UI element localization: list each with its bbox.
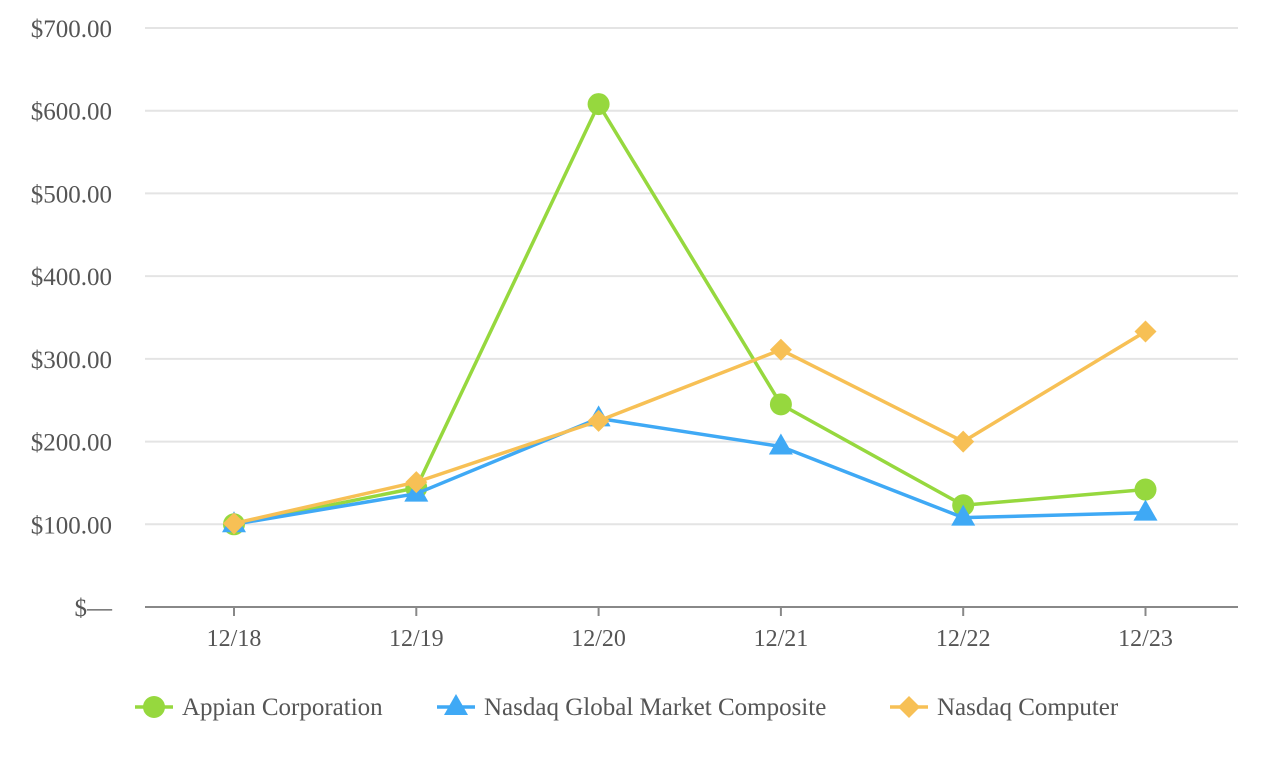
data-point bbox=[587, 93, 610, 116]
x-tick-label: 12/18 bbox=[207, 626, 262, 652]
series-appian-corporation bbox=[223, 93, 1157, 536]
y-tick-label: $600.00 bbox=[31, 99, 112, 126]
data-point bbox=[768, 433, 793, 455]
data-point bbox=[1133, 499, 1158, 521]
series-line bbox=[233, 416, 1146, 527]
data-point bbox=[769, 393, 792, 416]
legend-label: Nasdaq Global Market Composite bbox=[484, 694, 826, 721]
data-point bbox=[405, 471, 428, 494]
data-point bbox=[223, 512, 245, 535]
series-nasdaq-computer bbox=[223, 320, 1157, 535]
x-tick-label: 12/22 bbox=[936, 626, 991, 652]
data-point bbox=[1134, 478, 1157, 501]
series-nasdaq-global-market-composite bbox=[222, 405, 1158, 533]
x-tick-label: 12/21 bbox=[754, 626, 809, 652]
legend-marker bbox=[898, 696, 920, 718]
data-point bbox=[952, 430, 975, 453]
legend-marker bbox=[444, 693, 468, 715]
data-point bbox=[951, 504, 976, 526]
series-line bbox=[233, 102, 1146, 527]
legend-item: Appian Corporation bbox=[135, 694, 383, 721]
series-line bbox=[233, 330, 1147, 526]
x-tick-label: 12/19 bbox=[389, 626, 444, 652]
data-point bbox=[769, 338, 792, 361]
series-group bbox=[222, 93, 1158, 536]
data-point bbox=[587, 409, 610, 432]
x-tick-label: 12/23 bbox=[1118, 626, 1173, 652]
y-tick-label: $300.00 bbox=[31, 347, 112, 374]
legend-item: Nasdaq Global Market Composite bbox=[437, 693, 826, 721]
legend-label: Nasdaq Computer bbox=[937, 694, 1119, 721]
x-axis: 12/18 12/19 12/20 12/21 12/22 12/23 bbox=[207, 607, 1173, 652]
legend-marker bbox=[143, 696, 165, 718]
y-tick-label: $200.00 bbox=[31, 430, 112, 457]
legend-label: Appian Corporation bbox=[182, 694, 383, 721]
y-tick-label: $400.00 bbox=[31, 264, 112, 291]
x-tick-label: 12/20 bbox=[571, 626, 626, 652]
legend-item: Nasdaq Computer bbox=[890, 694, 1119, 721]
data-point bbox=[1134, 320, 1157, 343]
y-tick-label: $700.00 bbox=[31, 16, 112, 43]
y-tick-label: $— bbox=[75, 595, 114, 622]
y-tick-label: $100.00 bbox=[31, 512, 112, 539]
gridlines bbox=[145, 27, 1238, 526]
y-axis-tick-labels: $— $100.00 $200.00 $300.00 $400.00 $500.00 $60… bbox=[31, 16, 113, 622]
legend: Appian Corporation Nasdaq Global Market C… bbox=[135, 693, 1119, 721]
y-tick-label: $500.00 bbox=[31, 181, 112, 208]
